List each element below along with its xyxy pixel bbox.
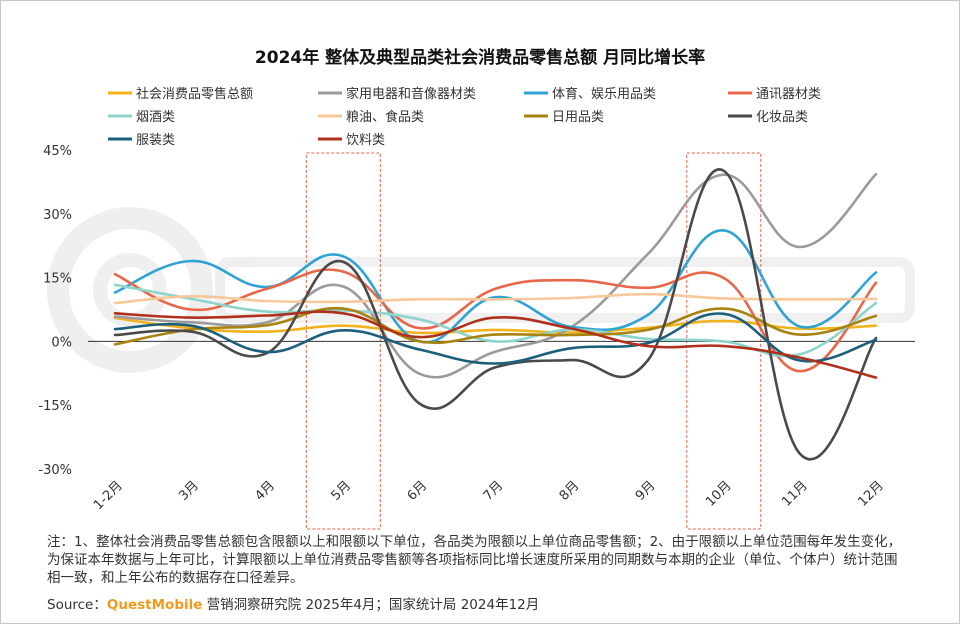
series-line <box>113 268 878 373</box>
x-tick-label: 5月 <box>328 478 354 504</box>
x-tick-label: 1-2月 <box>91 478 126 513</box>
legend-label: 家用电器和音像器材类 <box>346 86 476 102</box>
watermark-logo <box>47 207 915 373</box>
y-axis: -30% -15% 0% 15% 30% 45% <box>38 144 72 478</box>
legend-label: 粮油、食品类 <box>346 109 424 125</box>
footnote: 注：1、整体社会消费品零售总额包含限额以上和限额以下单位，各品类为限额以上单位商… <box>47 534 902 586</box>
chart-title: 2024年 整体及典型品类社会消费品零售总额 月同比增长率 <box>255 47 705 68</box>
series-line <box>113 306 878 346</box>
legend-label: 服装类 <box>136 133 175 148</box>
x-tick-label: 11月 <box>779 478 810 509</box>
y-tick-label: -15% <box>38 399 72 414</box>
questmobile-brand: QuestMobile <box>106 597 203 613</box>
series-line <box>113 168 878 461</box>
legend-label: 烟酒类 <box>136 110 175 125</box>
x-tick-label: 9月 <box>633 478 659 504</box>
source-label: Source： <box>47 597 107 613</box>
source-text: 营销洞察研究院 2025年4月；国家统计局 2024年12月 <box>202 597 540 613</box>
y-tick-label: 45% <box>43 144 72 159</box>
series-lines <box>113 168 878 461</box>
x-tick-label: 7月 <box>481 478 507 504</box>
legend-label: 通讯器材类 <box>756 87 821 102</box>
legend-label: 体育、娱乐用品类 <box>552 86 656 102</box>
x-tick-label: 8月 <box>557 478 583 504</box>
series-line <box>113 292 878 305</box>
series-line <box>113 172 878 379</box>
x-tick-label: 4月 <box>252 478 278 504</box>
x-axis: 1-2月 3月 4月 5月 6月 7月 8月 9月 10月 11月 12月 <box>91 478 887 513</box>
y-tick-label: 30% <box>43 208 72 223</box>
series-line <box>113 310 878 379</box>
y-tick-label: -30% <box>38 463 72 478</box>
series-line <box>113 312 878 365</box>
y-tick-label: 0% <box>51 335 72 350</box>
series-line <box>113 316 878 335</box>
x-tick-label: 10月 <box>703 478 734 509</box>
source-line: Source：QuestMobile 营销洞察研究院 2025年4月；国家统计局… <box>47 593 539 613</box>
legend-label: 化妆品类 <box>756 110 808 125</box>
x-tick-label: 12月 <box>855 478 886 509</box>
legend-label: 饮料类 <box>346 133 385 148</box>
x-tick-label: 6月 <box>405 478 431 504</box>
x-tick-label: 3月 <box>176 478 202 504</box>
series-line <box>113 229 878 344</box>
y-tick-label: 15% <box>43 272 72 287</box>
legend-label: 日用品类 <box>552 110 604 125</box>
line-chart: 2024年 整体及典型品类社会消费品零售总额 月同比增长率 社会消费品零售总额 家… <box>38 47 915 530</box>
legend-label: 社会消费品零售总额 <box>136 86 253 102</box>
